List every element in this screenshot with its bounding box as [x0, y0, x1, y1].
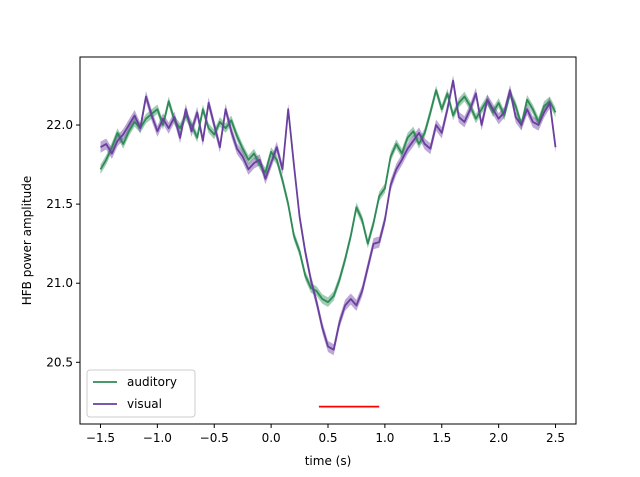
legend-label-auditory: auditory [127, 375, 177, 389]
y-tick-label: 22.0 [46, 118, 73, 132]
y-axis-ticks: 20.5 21.0 21.5 22.0 [46, 118, 80, 369]
y-tick-label: 20.5 [46, 355, 73, 369]
x-tick-label: 0.0 [262, 431, 281, 445]
x-axis-ticks: −1.5 −1.0 −0.5 0.0 0.5 1.0 1.5 2.0 2.5 [86, 424, 565, 445]
x-tick-label: −1.5 [86, 431, 115, 445]
x-tick-label: −1.0 [143, 431, 172, 445]
x-tick-label: 1.5 [432, 431, 451, 445]
series-lines [99, 79, 557, 351]
x-tick-label: 0.5 [318, 431, 337, 445]
x-axis-label: time (s) [305, 454, 352, 468]
x-tick-label: −0.5 [200, 431, 229, 445]
legend-label-visual: visual [127, 397, 162, 411]
y-axis-label: HFB power amplitude [20, 176, 34, 306]
y-tick-label: 21.0 [46, 276, 73, 290]
x-tick-label: 1.0 [375, 431, 394, 445]
x-tick-label: 2.5 [546, 431, 565, 445]
y-tick-label: 21.5 [46, 197, 73, 211]
legend: auditory visual [86, 369, 196, 418]
series-line-visual [100, 79, 557, 351]
x-tick-label: 2.0 [489, 431, 508, 445]
